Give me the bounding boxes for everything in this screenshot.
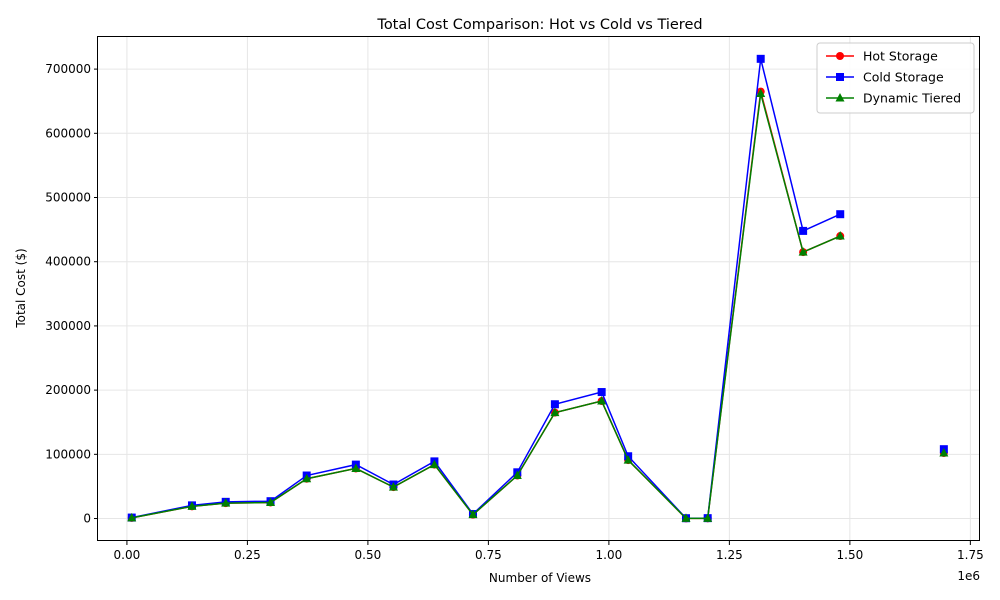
- legend-item: Dynamic Tiered: [826, 91, 961, 106]
- legend-item: Cold Storage: [826, 70, 944, 85]
- data-point: [429, 459, 439, 469]
- data-point: [266, 497, 276, 506]
- y-tick-label: 700000: [45, 62, 91, 76]
- series-cold-storage: [127, 54, 948, 523]
- x-axis-title: Number of Views: [489, 571, 591, 585]
- data-point: [550, 407, 560, 417]
- y-tick-label: 200000: [45, 383, 91, 397]
- x-axis: 0.00 0.25 0.50 0.75 1.00 1.25 1.50 1.75: [114, 541, 984, 562]
- legend-item: Hot Storage: [826, 49, 938, 64]
- data-point: [835, 231, 845, 240]
- data-point: [351, 463, 361, 472]
- series-hot-storage: [127, 87, 948, 523]
- y-axis-title: Total Cost ($): [14, 248, 28, 328]
- data-point: [939, 448, 949, 457]
- x-tick-label: 0.00: [114, 548, 141, 562]
- x-tick-label: 0.50: [355, 548, 382, 562]
- plot-frame: [97, 36, 980, 541]
- x-tick-label: 1.50: [837, 548, 864, 562]
- legend-label: Cold Storage: [863, 70, 944, 85]
- legend-label: Hot Storage: [863, 49, 938, 64]
- y-tick-label: 100000: [45, 447, 91, 461]
- data-point: [799, 226, 808, 235]
- plot-area: [127, 54, 949, 523]
- data-point: [550, 400, 559, 409]
- x-tick-label: 1.75: [957, 548, 984, 562]
- y-tick-label: 600000: [45, 126, 91, 140]
- data-point: [756, 88, 766, 97]
- x-tick-label: 1.00: [596, 548, 623, 562]
- y-tick-label: 0: [83, 512, 91, 526]
- data-point: [512, 470, 522, 480]
- data-point: [221, 498, 231, 507]
- y-tick-label: 300000: [45, 319, 91, 333]
- data-point: [127, 512, 137, 522]
- data-point: [597, 388, 606, 397]
- y-tick-label: 500000: [45, 191, 91, 205]
- legend-swatch-marker: [836, 52, 844, 60]
- x-tick-label: 1.25: [716, 548, 743, 562]
- legend: Hot Storage Cold Storage Dynamic Tiered: [816, 42, 975, 114]
- data-point: [597, 396, 607, 405]
- data-point: [836, 210, 845, 219]
- data-point: [703, 513, 713, 522]
- data-point: [798, 247, 808, 256]
- data-point: [756, 54, 765, 63]
- data-point: [681, 513, 691, 522]
- grid: [98, 37, 980, 541]
- legend-swatch-marker: [835, 93, 845, 102]
- x-tick-label: 0.25: [234, 548, 261, 562]
- data-point: [187, 501, 197, 510]
- y-tick-label: 400000: [45, 255, 91, 269]
- chart-title: Total Cost Comparison: Hot vs Cold vs Ti…: [376, 17, 702, 33]
- x-tick-label: 0.75: [475, 548, 502, 562]
- data-point: [623, 455, 633, 464]
- series-line: [131, 58, 841, 519]
- data-point: [468, 509, 478, 519]
- series-dynamic-tiered: [127, 88, 949, 522]
- data-point: [388, 482, 398, 491]
- legend-box: [816, 42, 975, 114]
- x-axis-offset-label: 1e6: [957, 569, 980, 583]
- legend-swatch-marker: [836, 73, 844, 81]
- y-axis: 0 100000 200000 300000 400000 500000 600000 700…: [45, 62, 98, 526]
- series-line: [131, 93, 841, 520]
- legend-label: Dynamic Tiered: [863, 91, 961, 106]
- data-point: [302, 473, 312, 483]
